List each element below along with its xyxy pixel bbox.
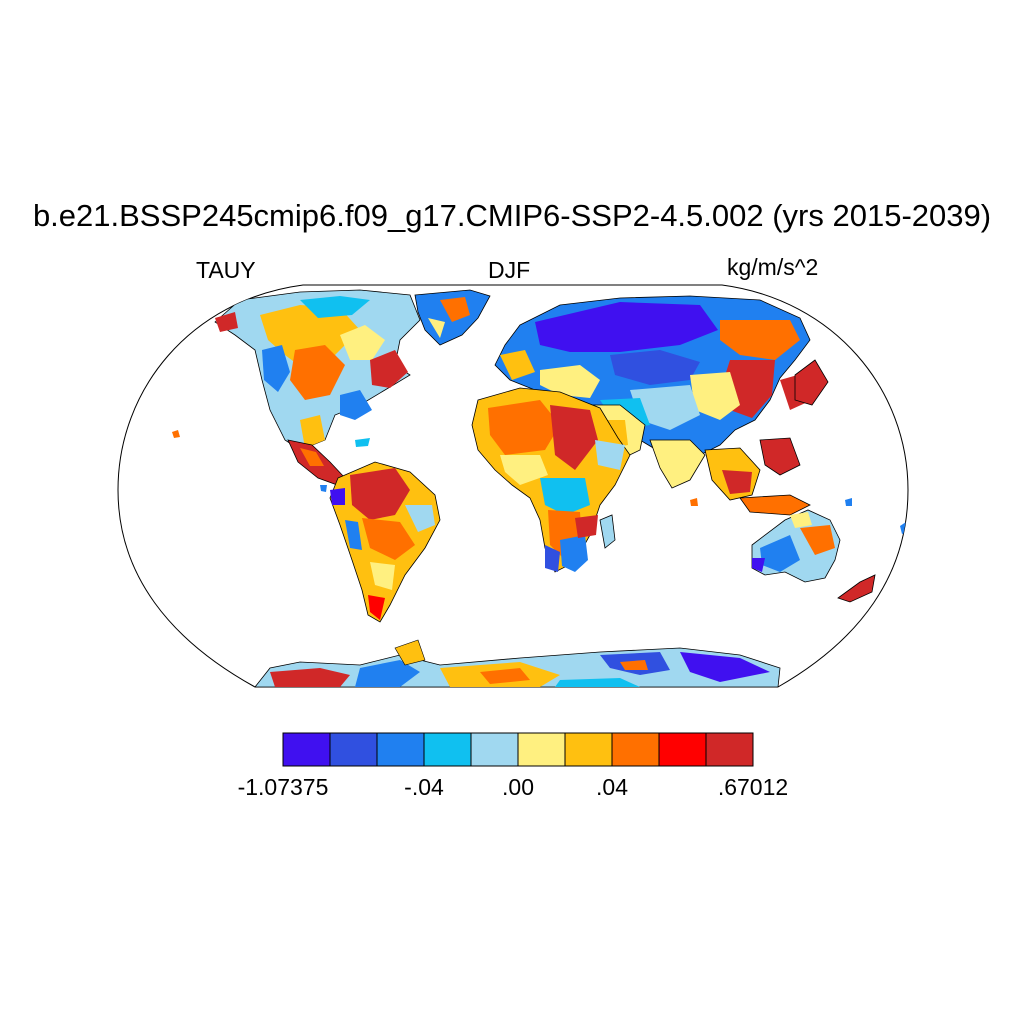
season-label: DJF [488,257,531,283]
south-asia-landmass [649,437,811,516]
new-zealand-landmass [837,574,876,603]
madagascar-landmass [599,514,616,549]
africa-landmass [471,387,631,573]
colorbar-tick-label: -.04 [404,774,444,800]
colorbar-box [282,732,331,767]
variable-label: TAUY [196,257,256,283]
south-america-landmass [329,461,441,623]
colorbar-box [564,732,613,767]
colorbar-box [611,732,660,767]
colorbar-box [658,732,707,767]
colorbar-tick-label: -1.07375 [237,774,329,800]
colorbar-box [705,732,754,767]
colorbar-box [376,732,425,767]
greenland-landmass [414,289,491,346]
antarctica-landmass [254,639,781,687]
japan-landmass [794,359,829,406]
plot-title: b.e21.BSSP245cmip6.f09_g17.CMIP6-SSP2-4.… [32,198,992,233]
colorbar-box [423,732,472,767]
colorbar-box [470,732,519,767]
colorbar-tick-label: .67012 [717,774,789,800]
australia-landmass [751,509,841,583]
colorbar-tick-label: .00 [502,774,534,800]
units-label: kg/m/s^2 [727,254,819,280]
colorbar [282,732,754,767]
north-america-landmass [214,289,421,451]
colorbar-box [517,732,566,767]
colorbar-box [329,732,378,767]
land-field [172,289,908,687]
colorbar-tick-label: .04 [596,774,628,800]
